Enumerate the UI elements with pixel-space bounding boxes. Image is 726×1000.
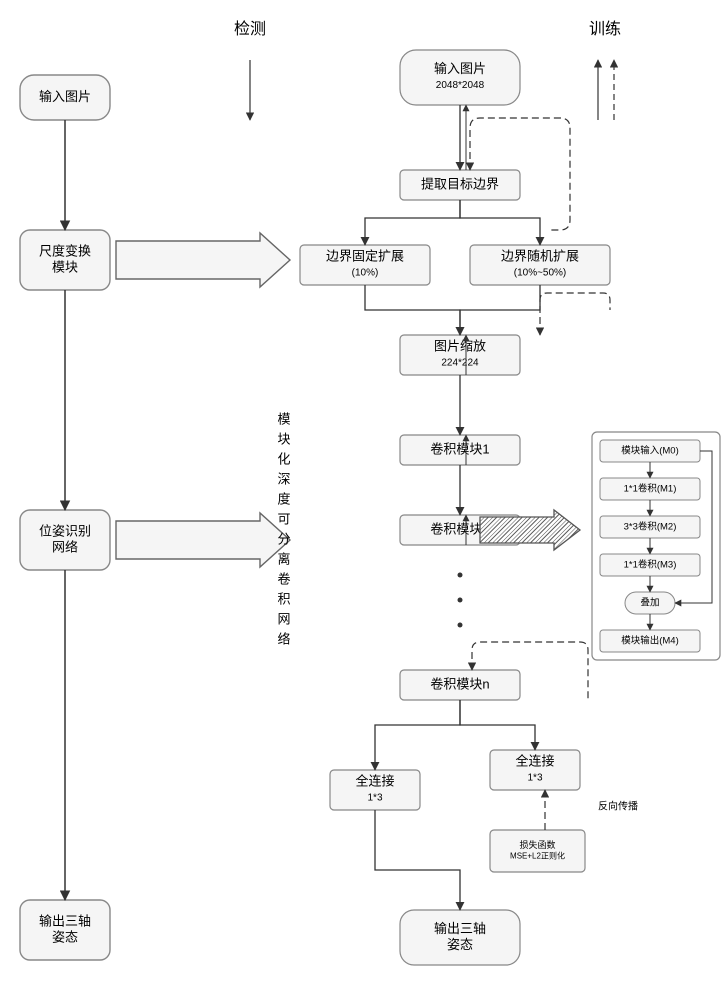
edge-solid-1: [365, 200, 460, 245]
header-train: 训练: [589, 20, 621, 38]
edge-dashed-1: [540, 293, 610, 335]
conv-detail-label: 模块输入(M0): [621, 445, 679, 457]
vertical-label-char: 度: [277, 491, 290, 506]
node-label: 边界固定扩展: [326, 248, 404, 263]
big-arrow-1: [116, 513, 290, 567]
node-label: 图片缩放: [434, 338, 486, 353]
conv-detail-label: 叠加: [640, 598, 659, 609]
node-label: 1*3: [367, 793, 382, 804]
node-label: (10%~50%): [514, 268, 567, 279]
node-label: 姿态: [447, 937, 473, 952]
node-label: 输入图片: [434, 61, 486, 76]
node-label: 全连接: [355, 773, 394, 788]
node-label: 提取目标边界: [421, 176, 499, 191]
flowchart-node-r_input: [400, 50, 520, 105]
node-label: 输出三轴: [39, 913, 91, 928]
vertical-label-char: 卷: [277, 571, 290, 586]
vertical-label-char: 可: [277, 511, 290, 526]
conv-detail-boundary: [592, 432, 720, 660]
node-label: 1*3: [527, 773, 542, 784]
node-label: 输入图片: [39, 89, 91, 104]
vertical-label-char: 化: [277, 451, 290, 466]
node-label: 尺度变换: [39, 243, 91, 258]
node-label: 模块: [52, 259, 78, 274]
edge-solid-9: [375, 810, 460, 910]
node-label: 损失函数: [519, 839, 555, 850]
node-label: MSE+L2正则化: [510, 851, 565, 861]
vertical-label-char: 块: [277, 431, 290, 446]
header-detect: 检测: [234, 20, 266, 38]
conv-detail-label: 模块输出(M4): [621, 635, 679, 647]
edge-solid-4: [460, 285, 540, 335]
edge-solid-3: [365, 285, 460, 335]
node-label: 网络: [52, 539, 78, 554]
edge-solid-7: [375, 700, 460, 770]
backprop-label: 反向传播: [598, 800, 638, 813]
edge-solid-2: [460, 200, 540, 245]
conv-detail-label: 1*1卷积(M1): [624, 483, 677, 495]
vertical-label-char: 离: [277, 551, 290, 566]
vertical-label-char: 网: [277, 611, 290, 626]
node-label: 2048*2048: [436, 80, 485, 91]
vertical-label-char: 积: [277, 591, 290, 606]
vertical-label-char: 分: [277, 531, 290, 546]
node-label: 224*224: [441, 358, 479, 369]
ellipsis-dot: [458, 573, 463, 578]
node-label: 姿态: [52, 929, 78, 944]
node-label: 卷积模块n: [430, 676, 489, 691]
vertical-label-char: 深: [277, 471, 290, 486]
node-label: 位姿识别: [39, 523, 91, 538]
vertical-label-char: 模: [277, 411, 290, 426]
vertical-label-char: 络: [277, 631, 290, 646]
node-label: 边界随机扩展: [501, 248, 579, 263]
node-label: 输出三轴: [434, 921, 486, 936]
node-label: (10%): [352, 268, 379, 279]
ellipsis-dot: [458, 598, 463, 603]
conv-detail-label: 1*1卷积(M3): [624, 559, 677, 571]
ellipsis-dot: [458, 623, 463, 628]
edge-solid-8: [460, 700, 535, 750]
node-label: 全连接: [515, 753, 554, 768]
node-label: 卷积模块1: [430, 441, 489, 456]
big-arrow-0: [116, 233, 290, 287]
conv-detail-label: 3*3卷积(M2): [624, 521, 677, 533]
